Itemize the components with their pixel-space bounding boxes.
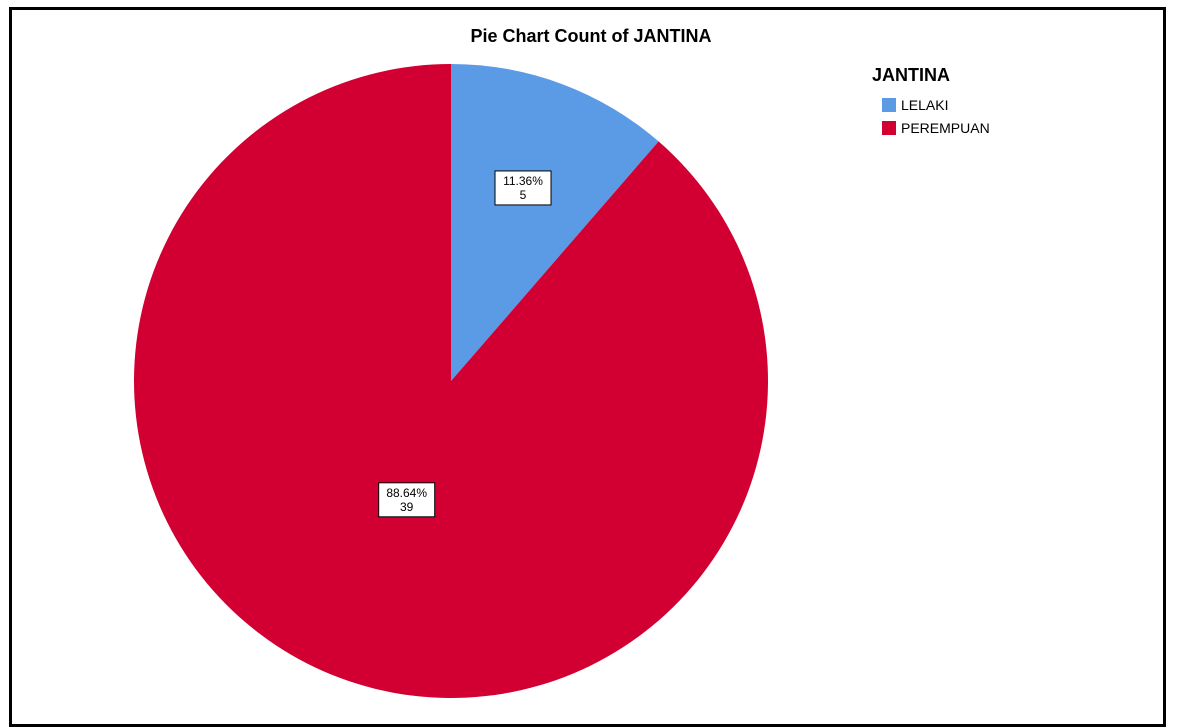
data-label-percent: 11.36%	[503, 174, 543, 188]
legend-title: JANTINA	[872, 65, 950, 85]
data-label-count: 5	[520, 188, 527, 202]
data-label-perempuan: 88.64%39	[378, 482, 436, 518]
chart-title: Pie Chart Count of JANTINA	[471, 26, 712, 46]
data-label-box	[378, 482, 436, 518]
legend: JANTINA LELAKI PEREMPUAN	[872, 65, 990, 136]
data-label-count: 39	[400, 500, 414, 514]
data-label-percent: 88.64%	[386, 486, 427, 500]
data-label-box	[494, 170, 552, 206]
pie-slice-lelaki	[451, 64, 659, 381]
legend-label-lelaki: LELAKI	[901, 97, 948, 113]
legend-label-perempuan: PEREMPUAN	[901, 120, 990, 136]
pie-slice-perempuan	[134, 64, 769, 699]
pie-data-labels: 11.36%5 88.64%39	[378, 170, 552, 518]
data-label-lelaki: 11.36%5	[494, 170, 552, 206]
legend-swatch-perempuan	[882, 121, 896, 135]
legend-swatch-lelaki	[882, 98, 896, 112]
pie-slices	[134, 64, 769, 699]
